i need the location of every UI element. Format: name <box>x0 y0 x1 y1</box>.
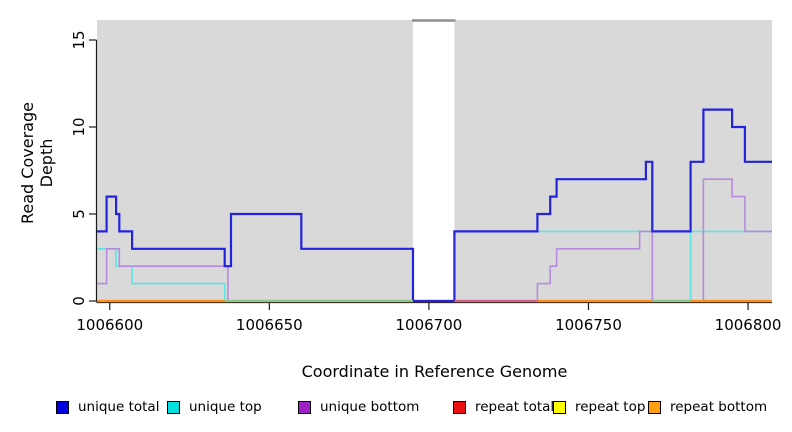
legend-swatch-unique-top <box>167 400 180 414</box>
legend-label: unique total <box>78 399 160 415</box>
x-axis-title: Coordinate in Reference Genome <box>301 362 568 381</box>
legend-label: unique top <box>189 399 262 415</box>
legend-item-unique-bottom: unique bottom <box>298 399 419 415</box>
plot-area-left <box>97 20 413 303</box>
y-tick-label: 15 <box>70 30 88 49</box>
legend-swatch-unique-bottom <box>298 400 311 414</box>
legend-item-repeat-bottom: repeat bottom <box>648 399 767 415</box>
series-unique-total <box>97 108 772 303</box>
x-tick-label: 1006600 <box>76 316 143 334</box>
y-axis-title: Read Coverage Depth <box>18 102 56 224</box>
x-tick-label: 1006700 <box>396 316 463 334</box>
legend-item-unique-total: unique total <box>56 399 159 415</box>
legend-label: repeat bottom <box>670 399 768 415</box>
legend-swatch-unique-total <box>56 400 69 414</box>
x-tick-label: 1006800 <box>715 316 782 334</box>
x-tick-label: 1006750 <box>555 316 622 334</box>
legend-swatch-repeat-bottom <box>648 400 661 414</box>
series-unique-bottom <box>97 178 772 302</box>
legend-label: repeat total <box>475 399 555 415</box>
legend-swatch-repeat-top <box>553 400 566 414</box>
x-tick-label: 1006650 <box>236 316 303 334</box>
legend-label: unique bottom <box>320 399 420 415</box>
y-tick-label: 5 <box>70 209 88 219</box>
plot-area-right <box>454 20 772 303</box>
y-tick-label: 10 <box>70 117 88 136</box>
chart-legend: unique total unique top unique bottom repea… <box>0 399 792 419</box>
legend-item-unique-top: unique top <box>167 399 262 415</box>
legend-label: repeat top <box>575 399 646 415</box>
legend-item-repeat-total: repeat total <box>453 399 554 415</box>
legend-item-repeat-top: repeat top <box>553 399 645 415</box>
legend-swatch-repeat-total <box>453 400 466 414</box>
y-tick-label: 0 <box>70 296 88 306</box>
